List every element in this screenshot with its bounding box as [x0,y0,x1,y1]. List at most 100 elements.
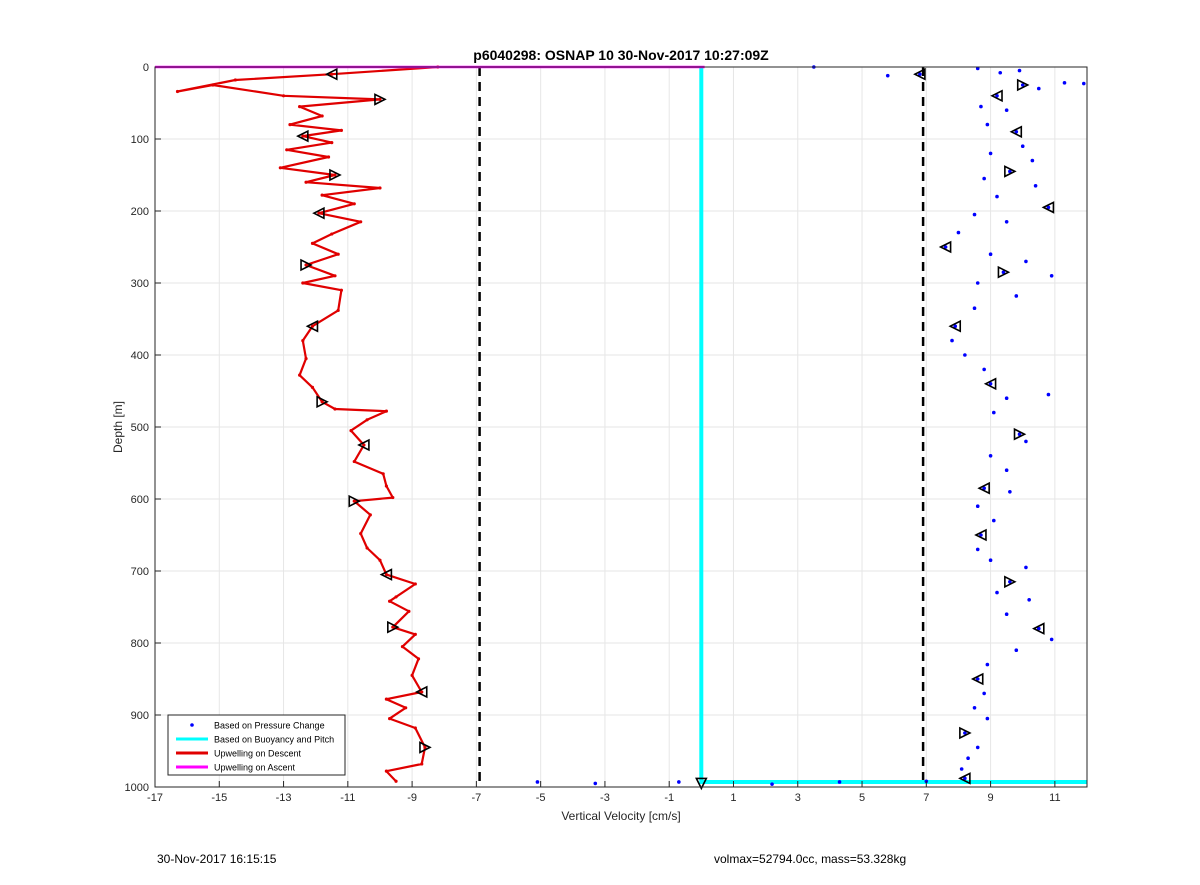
pressure-change-point [985,716,990,721]
x-axis-label: Vertical Velocity [cm/s] [561,809,680,823]
descent-point [423,745,427,750]
triangle-marker [348,494,362,508]
triangle-marker [316,395,329,409]
descent-point [352,459,356,464]
descent-point [304,263,308,267]
descent-point [310,241,315,245]
descent-point [378,186,382,190]
pressure-change-point [972,706,977,710]
pressure-change-point [1024,259,1028,264]
descent-point [352,202,356,206]
descent-point [336,252,340,256]
data-series [155,65,1087,786]
pressure-change-point [988,252,993,256]
pressure-change-point [1008,490,1012,494]
descent-point [384,573,388,577]
descent-point [336,308,340,312]
descent-point [349,429,353,433]
descent-point [278,166,282,170]
descent-point [410,673,414,678]
descent-point [391,625,395,629]
descent-point [288,123,292,127]
pressure-change-point [963,731,967,735]
descent-point [391,495,395,500]
pressure-change-point [988,382,993,386]
descent-point [304,180,308,184]
y-axis-label: Depth [m] [111,401,125,453]
pressure-change-point [918,72,922,76]
pressure-change-point [982,176,986,181]
triangle-marker [938,240,952,254]
x-tick-label: -9 [407,792,417,804]
legend-swatch [190,723,194,727]
descent-point [388,717,392,721]
descent-point [333,274,337,278]
descent-point [381,472,385,476]
pressure-change-point [953,324,958,329]
x-tick-label: 1 [730,792,736,804]
descent-point [330,72,334,76]
pressure-change-point [1081,81,1086,86]
pressure-change-point [885,73,890,78]
pressure-change-point [1033,184,1038,188]
descent-point [413,582,417,586]
descent-point [333,173,337,177]
triangle-marker [974,528,987,542]
descent-point [352,499,356,503]
triangle-marker [958,772,971,785]
triangle-marker [1004,575,1017,589]
x-tick-label: 11 [1049,792,1060,804]
pressure-change-point [1024,565,1028,570]
pressure-change-point [982,691,986,696]
x-tick-label: -1 [664,792,674,804]
x-tick-label: -15 [211,792,227,804]
pressure-change-point [988,558,993,562]
triangle-marker [1041,201,1055,214]
y-tick-label: 100 [131,134,149,146]
descent-point [211,83,215,87]
pressure-change-point [985,122,990,127]
pressure-change-point [975,281,980,285]
descent-point [326,155,331,159]
triangle-marker [305,319,319,333]
x-tick-label: -3 [600,792,610,804]
y-tick-label: 400 [131,350,149,362]
pressure-change-point [593,781,598,786]
triangle-marker [374,93,387,106]
descent-point [175,89,180,94]
triangle-marker [1009,125,1023,139]
pressure-change-point [1062,81,1067,85]
y-tick-label: 0 [143,62,149,74]
axis-ticks: -17 -15 -13 -11 -9 -7 -5 -3 -1 1 3 5 7 9 1101002003004… [125,62,1061,804]
descent-point [368,513,372,517]
descent-point [378,558,382,562]
y-tick-label: 700 [131,566,149,578]
descent-point [281,94,286,98]
descent-point [301,134,305,138]
triangle-marker [948,319,962,333]
x-tick-label: 7 [923,792,929,804]
pressure-change-point [837,780,842,784]
descent-point [384,697,388,701]
pressure-change-point [1008,580,1012,584]
descent-point [301,281,305,285]
pressure-change-point [1020,83,1025,87]
pressure-change-point [1014,294,1019,298]
x-tick-label: -17 [147,792,163,804]
legend-label: Upwelling on Descent [214,749,302,759]
x-tick-label: -11 [340,792,355,804]
triangle-marker [1032,622,1045,635]
pressure-change-point [956,230,961,235]
pressure-change-point [1014,130,1019,134]
pressure-change-point [992,518,996,523]
y-tick-label: 600 [131,494,149,506]
pressure-change-point [677,780,681,784]
triangle-marker [983,377,997,391]
triangle-marker [1013,427,1027,441]
pressure-change-point [1049,274,1054,278]
pressure-change-point [975,745,980,750]
x-tick-label: 3 [795,792,801,804]
pressure-change-point [982,367,986,372]
pressure-change-point [1030,158,1035,163]
